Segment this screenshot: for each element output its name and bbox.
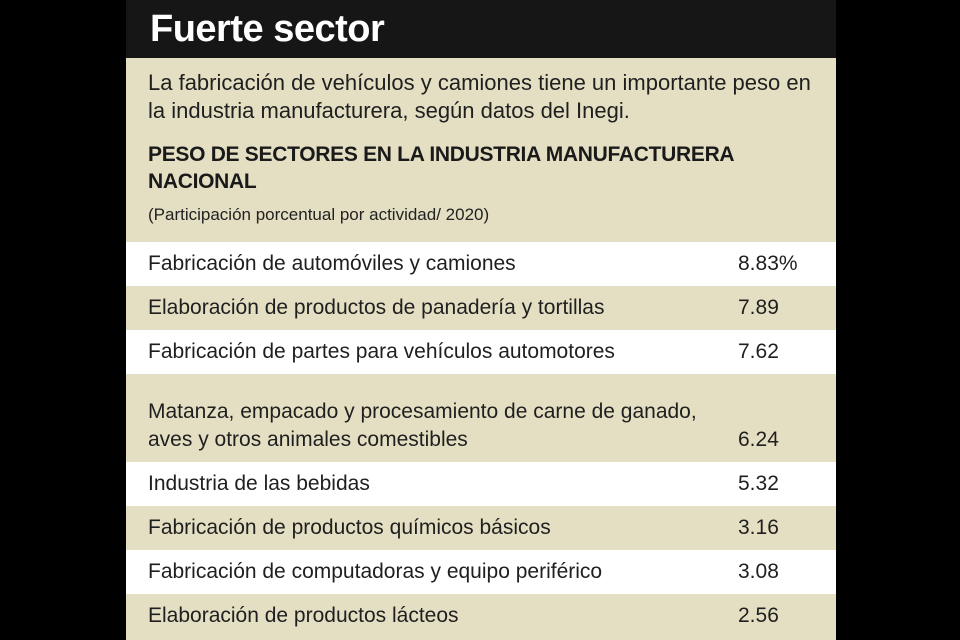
sector-label: Fabricación de automóviles y camiones [148, 252, 516, 275]
sector-value: 5.32 [738, 472, 779, 495]
table-row: Fabricación de productos químicos básico… [126, 506, 836, 550]
sector-label: Matanza, empacado y procesamiento de car… [148, 400, 697, 451]
title-bar: Fuerte sector [126, 0, 836, 58]
table-row: Fabricación de computadoras y equipo per… [126, 550, 836, 594]
data-table: Fabricación de automóviles y camiones 8.8… [126, 242, 836, 638]
sector-label: Industria de las bebidas [148, 472, 370, 495]
sector-label: Elaboración de productos lácteos [148, 604, 459, 627]
sector-value: 7.62 [738, 340, 779, 363]
sector-label: Elaboración de productos de panadería y … [148, 296, 605, 319]
table-row: Elaboración de productos de panadería y … [126, 286, 836, 330]
sector-label: Fabricación de productos químicos básico… [148, 516, 551, 539]
sector-value: 8.83% [738, 252, 798, 275]
sector-value: 6.24 [738, 428, 779, 451]
table-row: Elaboración de productos lácteos 2.56 [126, 594, 836, 638]
table-subtitle: (Participación porcentual por actividad/… [148, 205, 490, 224]
table-row: Industria de las bebidas 5.32 [126, 462, 836, 506]
infographic-panel: Fuerte sector La fabricación de vehículo… [126, 0, 836, 640]
table-row: Matanza, empacado y procesamiento de car… [126, 374, 836, 462]
sector-value: 7.89 [738, 296, 779, 319]
sector-value: 2.56 [738, 604, 779, 627]
sector-value: 3.16 [738, 516, 779, 539]
infographic-title: Fuerte sector [150, 8, 385, 50]
sector-label: Fabricación de computadoras y equipo per… [148, 560, 603, 583]
table-row: Fabricación de partes para vehículos aut… [126, 330, 836, 374]
sector-label: Fabricación de partes para vehículos aut… [148, 340, 615, 363]
table-row: Fabricación de automóviles y camiones 8.8… [126, 242, 836, 286]
table-title: PESO DE SECTORES EN LA INDUSTRIA MANUFAC… [148, 143, 734, 193]
sector-value: 3.08 [738, 560, 779, 583]
intro-text: La fabricación de vehículos y camiones t… [148, 70, 811, 123]
